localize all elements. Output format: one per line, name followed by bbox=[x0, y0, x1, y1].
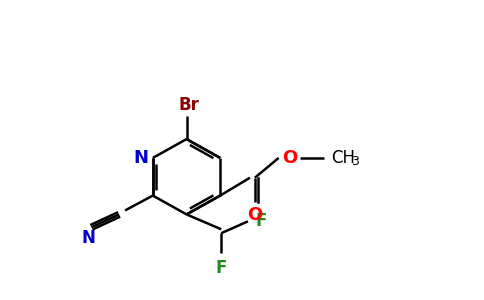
Text: F: F bbox=[215, 259, 227, 277]
Text: O: O bbox=[282, 149, 297, 167]
Text: 3: 3 bbox=[351, 155, 359, 168]
Text: Br: Br bbox=[178, 96, 199, 114]
Text: F: F bbox=[255, 212, 267, 230]
Text: N: N bbox=[81, 229, 95, 247]
Text: N: N bbox=[134, 149, 149, 167]
Text: CH: CH bbox=[331, 149, 355, 167]
Text: O: O bbox=[247, 206, 262, 224]
